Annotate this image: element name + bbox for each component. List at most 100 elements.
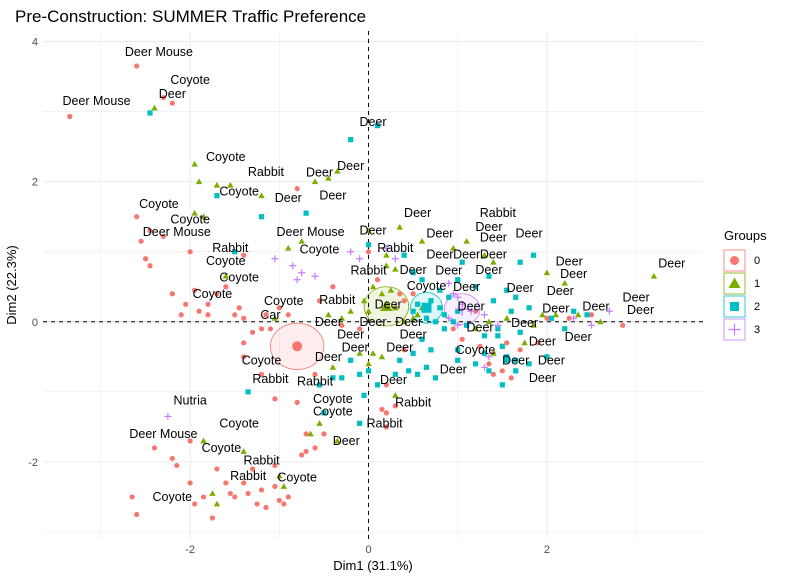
point-group-2 [486,368,492,374]
point-group-2 [504,357,510,363]
point-group-1 [365,360,372,367]
point-group-0 [142,256,149,262]
point-group-1 [530,322,537,328]
legend-key-square [730,302,739,311]
point-group-0 [339,322,345,328]
point-group-0 [450,326,456,332]
point-label: Coyote [206,254,246,268]
point-label: Rabbit [395,395,432,409]
point-group-2 [504,354,510,360]
point-label: Deer Mouse [277,225,345,239]
point-group-0 [276,497,282,504]
point-group-3 [485,353,493,361]
point-label: Rabbit [243,454,280,468]
point-group-0 [241,354,247,360]
point-group-2 [446,294,452,300]
point-group-3 [588,321,596,329]
point-label: Deer [529,371,556,385]
point-group-1 [597,318,604,325]
point-group-2 [432,319,439,325]
point-group-0 [263,504,269,511]
point-group-0 [223,480,229,486]
point-label: Deer [315,315,342,329]
x-tick-label: 2 [544,544,550,556]
point-group-3 [480,311,488,319]
y-tick-label: 2 [32,177,38,189]
axes: -2 0 2 -2 0 2 4 [28,37,550,556]
point-label: Coyote [277,470,317,484]
point-group-1 [325,174,332,181]
point-group-2 [571,308,577,314]
legend-key-plus [728,323,741,336]
x-tick-label: -2 [185,544,195,556]
point-label: Rabbit [212,241,249,255]
point-group-0 [67,113,73,120]
point-group-0 [214,466,220,472]
point-group-2 [214,193,220,199]
point-group-3 [454,293,462,301]
centroid-group-2 [421,302,432,313]
point-group-1 [485,318,493,325]
point-group-2 [374,122,381,129]
point-group-2 [365,242,372,248]
point-label: Deer [480,231,507,245]
point-group-0 [276,305,282,311]
point-group-3 [467,307,475,315]
point-group-1 [222,272,230,279]
point-group-2 [441,312,447,318]
point-group-0 [258,326,265,332]
point-group-2 [486,273,492,279]
point-group-2 [562,326,568,332]
point-group-0 [490,371,497,377]
point-group-0 [267,326,274,332]
point-group-0 [205,312,211,318]
reference-lines [43,31,703,539]
point-group-1 [378,353,386,360]
point-group-0 [374,277,381,283]
point-label: Deer [359,315,386,329]
point-group-3 [382,244,390,252]
point-group-2 [513,357,519,363]
point-label: Deer [547,284,574,298]
point-label: Deer [359,115,386,129]
point-group-0 [499,368,505,374]
point-group-1 [285,244,292,251]
point-label: Deer Mouse [125,45,193,59]
point-group-1 [195,178,203,185]
legend-label-3: 3 [754,324,760,336]
point-label: Rabbit [319,293,356,307]
point-group-1 [360,297,368,304]
point-group-2 [303,210,309,216]
point-group-2 [423,315,430,321]
point-group-2 [365,368,372,374]
point-label: Rabbit [377,241,414,255]
point-group-2 [455,277,461,283]
point-label: Rabbit [252,372,289,386]
point-group-1 [316,420,323,426]
point-label: Deer Mouse [129,427,197,441]
data-points [67,63,658,521]
point-label: Coyote [170,73,210,87]
point-label: Coyote [264,294,304,308]
point-label: Car [260,308,280,322]
point-group-0 [169,455,175,462]
point-label: Deer [395,315,422,329]
point-label: Coyote [219,184,259,198]
point-group-0 [241,252,247,258]
point-group-0 [134,511,140,518]
point-label: Coyote [313,392,353,406]
point-group-1 [392,392,399,398]
point-group-0 [160,233,167,239]
point-group-2 [450,319,456,325]
point-group-0 [401,298,407,304]
point-group-0 [209,515,216,521]
point-group-0 [392,403,398,409]
point-group-1 [387,287,395,293]
point-group-2 [584,312,590,318]
point-group-1 [463,237,470,244]
point-label: Deer [333,434,360,448]
point-group-1 [298,237,305,244]
point-group-1 [392,265,399,272]
point-label: Deer [627,303,654,317]
point-label: Deer [337,327,364,341]
